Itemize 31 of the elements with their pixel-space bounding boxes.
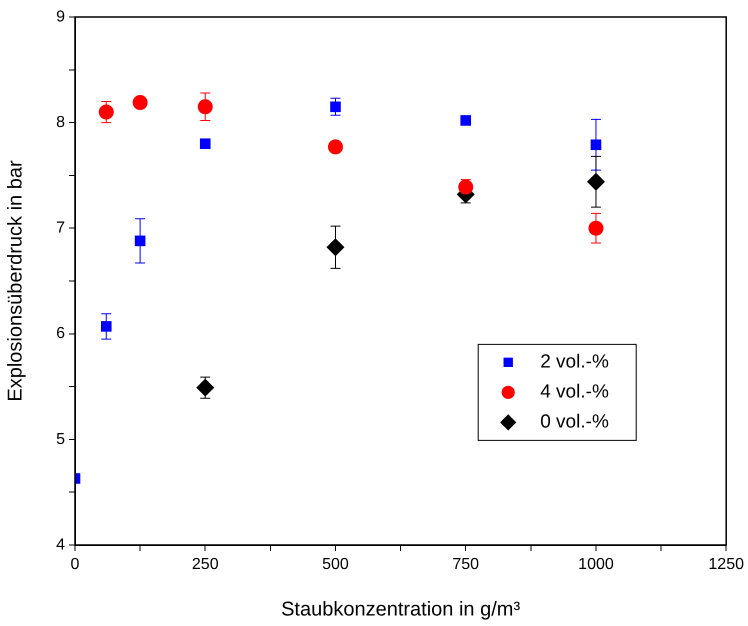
legend-label: 2 vol.-%: [540, 352, 609, 373]
x-tick-label: 0: [70, 556, 80, 574]
x-tick-label: 750: [452, 556, 480, 574]
legend-label: 0 vol.-%: [540, 412, 609, 433]
point: [326, 238, 344, 256]
y-tick-label: 9: [56, 8, 66, 26]
y-tick-label: 8: [56, 114, 66, 132]
y-tick-label: 4: [56, 536, 66, 554]
point: [460, 115, 472, 126]
point: [134, 236, 146, 246]
point: [98, 104, 114, 120]
point: [200, 138, 211, 150]
legend-label: 4 vol.-%: [540, 382, 609, 403]
y-tick-label: 5: [56, 430, 66, 448]
x-tick-label: 500: [322, 556, 349, 574]
point: [588, 220, 604, 236]
x-tick-label: 250: [192, 556, 219, 574]
point: [586, 172, 605, 191]
point: [328, 139, 343, 154]
y-axis-title: Explosionsüberdruck in bar: [4, 160, 27, 402]
x-axis-title: Staubkonzentration in g/m³: [281, 598, 520, 621]
x-tick-label: 1250: [708, 556, 744, 574]
y-tick-label: 7: [56, 220, 66, 237]
point: [198, 99, 213, 114]
point: [132, 95, 148, 110]
point: [100, 321, 112, 332]
y-tick-label: 6: [56, 325, 66, 342]
point: [590, 139, 602, 150]
point: [196, 378, 214, 397]
point: [330, 101, 341, 112]
x-tick-label: 1000: [578, 556, 614, 574]
